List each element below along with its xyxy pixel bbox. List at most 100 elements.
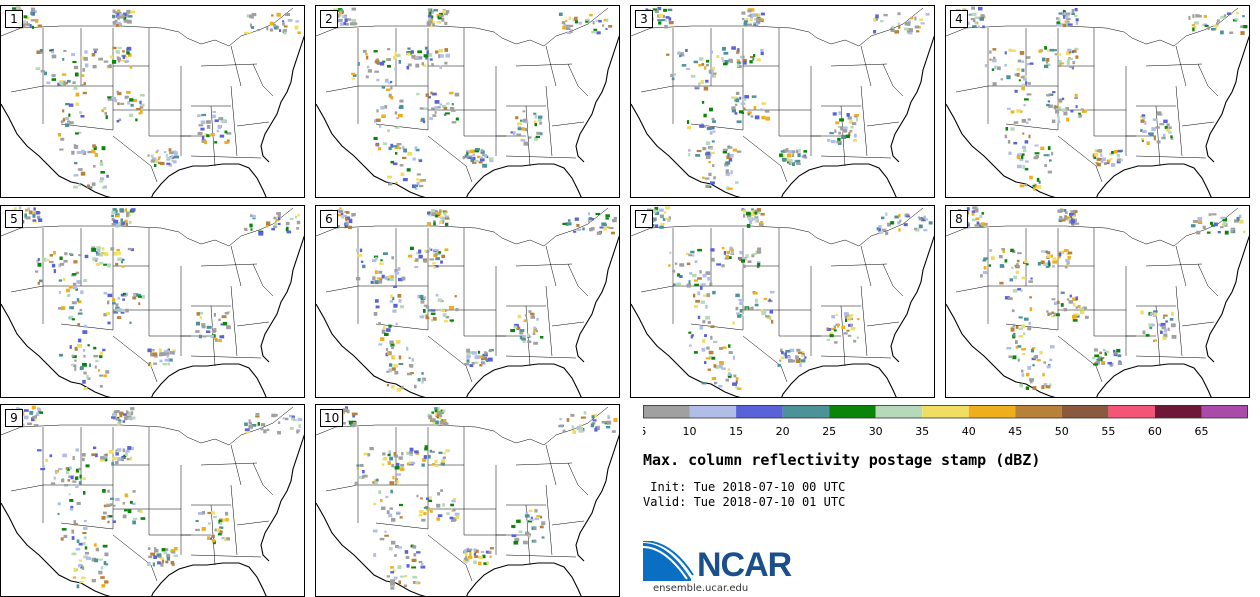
reflectivity-cell xyxy=(64,117,70,121)
reflectivity-cell xyxy=(1192,14,1195,18)
reflectivity-cell xyxy=(801,351,805,355)
reflectivity-cell xyxy=(116,21,121,26)
reflectivity-cell xyxy=(419,510,424,514)
reflectivity-cell xyxy=(62,117,66,122)
reflectivity-cell xyxy=(1170,137,1174,140)
state-border xyxy=(375,522,429,530)
reflectivity-cell xyxy=(1052,91,1056,94)
reflectivity-cell xyxy=(157,156,161,161)
reflectivity-cell xyxy=(751,95,757,98)
reflectivity-cell xyxy=(214,528,217,532)
reflectivity-cell xyxy=(266,27,269,31)
reflectivity-cell xyxy=(434,407,438,410)
reflectivity-cell xyxy=(485,550,489,554)
reflectivity-cell xyxy=(876,227,879,231)
reflectivity-cell xyxy=(914,25,920,29)
reflectivity-cell xyxy=(924,218,929,221)
reflectivity-cell xyxy=(195,321,201,326)
reflectivity-cell xyxy=(568,16,572,21)
reflectivity-cell xyxy=(1049,358,1053,362)
reflectivity-cell xyxy=(654,211,660,216)
reflectivity-cell xyxy=(845,134,850,139)
reflectivity-cell xyxy=(87,344,90,347)
reflectivity-cell xyxy=(72,355,77,359)
reflectivity-cell xyxy=(569,24,574,27)
reflectivity-cell xyxy=(1111,151,1114,154)
reflectivity-cell xyxy=(843,126,848,129)
reflectivity-cell xyxy=(80,84,85,87)
reflectivity-cell xyxy=(109,55,113,59)
reflectivity-cell xyxy=(390,160,395,164)
reflectivity-cell xyxy=(1038,49,1042,53)
reflectivity-cell xyxy=(745,17,749,21)
reflectivity-cell xyxy=(296,227,300,230)
reflectivity-cell xyxy=(260,423,266,427)
reflectivity-cell xyxy=(1008,151,1012,155)
reflectivity-cell xyxy=(79,111,83,115)
reflectivity-cell xyxy=(466,152,469,155)
reflectivity-cell xyxy=(129,500,133,504)
reflectivity-cell xyxy=(1165,128,1171,132)
reflectivity-cell xyxy=(78,467,81,471)
reflectivity-cell xyxy=(765,116,771,121)
reflectivity-cell xyxy=(1048,312,1052,316)
reflectivity-cell xyxy=(597,425,600,430)
reflectivity-cell xyxy=(677,51,681,55)
reflectivity-cell xyxy=(692,254,695,257)
reflectivity-map xyxy=(1,405,304,596)
reflectivity-cell xyxy=(98,570,103,575)
reflectivity-cell xyxy=(337,14,340,18)
reflectivity-cell xyxy=(449,306,455,310)
reflectivity-cell xyxy=(483,562,488,565)
reflectivity-cell xyxy=(1222,221,1227,226)
reflectivity-cell xyxy=(510,329,515,333)
reflectivity-cell xyxy=(711,117,715,120)
reflectivity-cell xyxy=(690,250,695,254)
reflectivity-cell xyxy=(100,171,105,174)
reflectivity-cell xyxy=(1011,309,1015,313)
reflectivity-cell xyxy=(1101,362,1106,365)
reflectivity-cell xyxy=(1029,62,1034,65)
reflectivity-cell xyxy=(1036,185,1042,189)
colorbar-swatch xyxy=(922,405,969,418)
reflectivity-cell xyxy=(124,294,127,297)
reflectivity-cell xyxy=(218,339,222,343)
reflectivity-cell xyxy=(49,49,52,52)
reflectivity-cell xyxy=(1149,326,1153,330)
reflectivity-cell xyxy=(116,56,120,59)
reflectivity-cell xyxy=(1100,159,1104,164)
reflectivity-cell xyxy=(976,221,980,225)
reflectivity-cell xyxy=(745,307,749,311)
reflectivity-cell xyxy=(397,546,403,549)
reflectivity-cell xyxy=(1058,12,1063,15)
reflectivity-cell xyxy=(93,48,99,51)
reflectivity-cell xyxy=(414,187,418,190)
reflectivity-cell xyxy=(710,181,715,185)
reflectivity-cell xyxy=(831,327,836,331)
reflectivity-cell xyxy=(1243,25,1248,29)
reflectivity-cell xyxy=(1023,78,1027,81)
reflectivity-cell xyxy=(369,447,374,451)
reflectivity-cell xyxy=(800,359,806,363)
reflectivity-cell xyxy=(58,279,63,282)
reflectivity-cell xyxy=(974,21,978,25)
reflectivity-cell xyxy=(431,209,436,213)
reflectivity-cell xyxy=(530,516,533,519)
reflectivity-cell xyxy=(534,327,537,331)
reflectivity-cell xyxy=(118,118,122,122)
reflectivity-cell xyxy=(527,520,533,523)
reflectivity-cell xyxy=(482,554,486,559)
reflectivity-cell xyxy=(1196,230,1201,235)
reflectivity-cell xyxy=(356,248,359,252)
reflectivity-cell xyxy=(1007,140,1011,144)
reflectivity-cell xyxy=(1013,141,1018,145)
reflectivity-cell xyxy=(407,254,413,258)
reflectivity-cell xyxy=(879,231,883,235)
reflectivity-cell xyxy=(426,21,432,25)
reflectivity-cell xyxy=(1073,302,1076,307)
reflectivity-cell xyxy=(847,316,852,320)
reflectivity-cell xyxy=(527,340,532,344)
reflectivity-cell xyxy=(38,218,43,222)
reflectivity-cell xyxy=(211,534,215,539)
reflectivity-cell xyxy=(94,257,99,260)
